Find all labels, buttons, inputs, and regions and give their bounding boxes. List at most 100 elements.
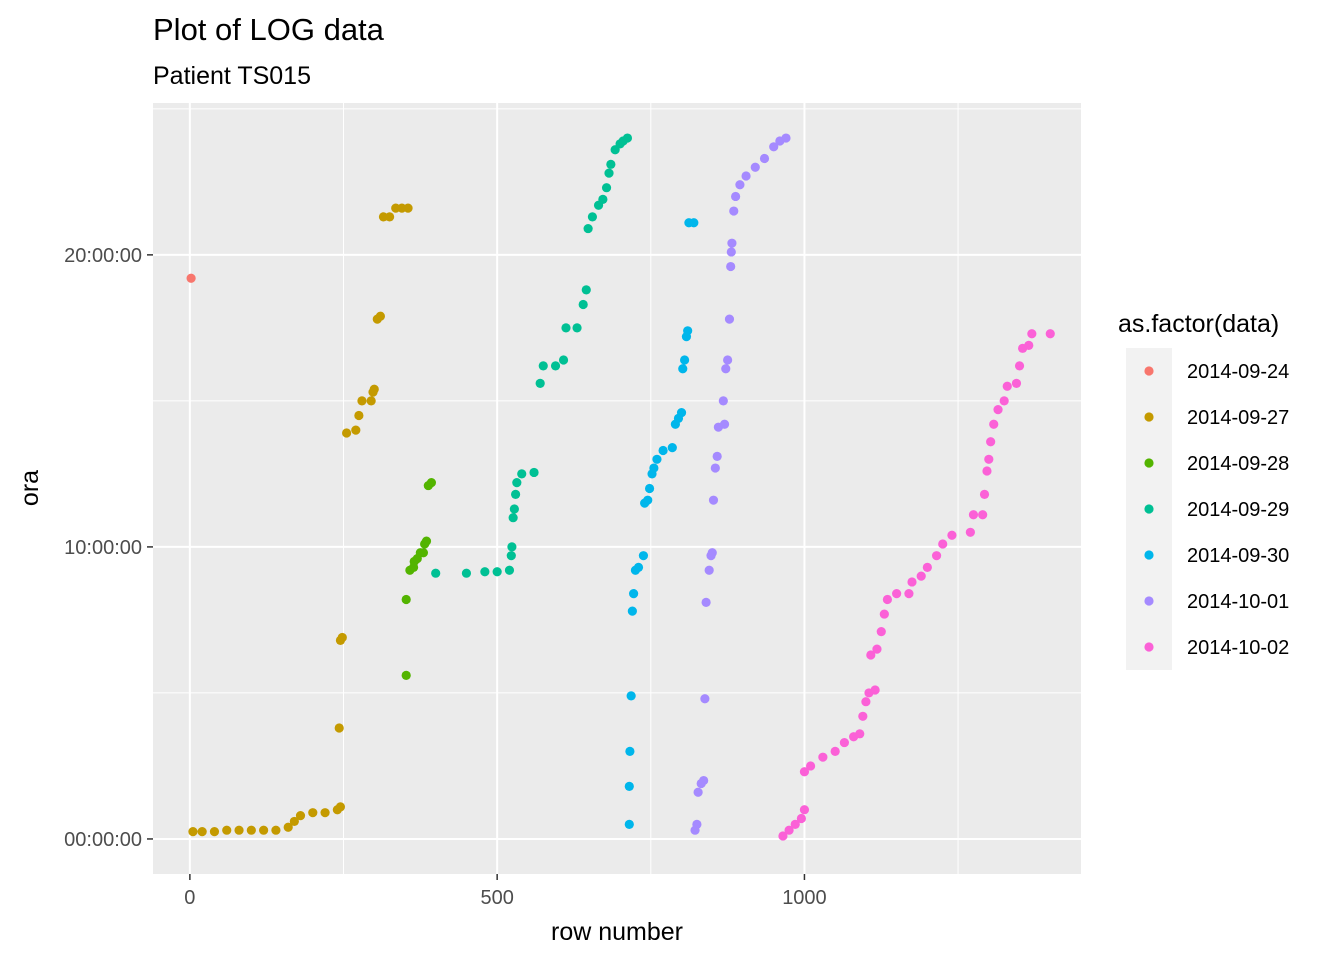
data-point (334, 723, 344, 733)
data-point (644, 483, 655, 494)
data-point (535, 378, 545, 388)
x-tick-label: 0 (184, 887, 195, 909)
data-point (335, 802, 346, 812)
data-point (461, 568, 472, 578)
data-point (604, 168, 614, 178)
data-point (480, 567, 490, 577)
data-point (246, 825, 256, 835)
data-point (271, 825, 281, 835)
data-point (1014, 361, 1025, 371)
data-point (876, 627, 886, 637)
data-point (510, 489, 521, 499)
data-point (320, 808, 330, 818)
data-point (507, 542, 517, 552)
data-point (986, 437, 996, 447)
data-point (693, 787, 703, 797)
data-point (259, 825, 269, 835)
y-axis-title: ora (16, 470, 44, 506)
data-point (578, 299, 588, 310)
data-point (676, 407, 687, 418)
data-point (718, 396, 728, 406)
data-point (188, 827, 198, 837)
chart-title: Plot of LOG data (153, 12, 385, 47)
data-point (369, 384, 379, 394)
data-point (625, 746, 635, 756)
data-point (1045, 329, 1055, 339)
legend-key (1144, 366, 1154, 376)
data-point (622, 133, 633, 143)
data-point (726, 261, 736, 272)
data-point (529, 467, 539, 478)
data-point (351, 425, 361, 435)
data-point (508, 513, 518, 523)
data-point (601, 183, 612, 193)
legend-title: as.factor(data) (1118, 310, 1279, 338)
data-point (701, 597, 711, 607)
data-point (234, 825, 244, 835)
data-point (538, 361, 548, 371)
data-point (861, 697, 871, 707)
data-point (598, 194, 608, 204)
data-point (375, 311, 385, 321)
data-point (724, 314, 735, 324)
data-point (583, 223, 593, 234)
data-point (354, 410, 364, 421)
data-point (401, 594, 411, 605)
data-point (1024, 340, 1034, 350)
data-point (308, 808, 318, 818)
data-point (984, 454, 994, 464)
data-point (401, 670, 411, 681)
data-point (805, 761, 816, 771)
data-point (606, 159, 616, 169)
data-point (357, 396, 367, 406)
data-point (778, 831, 788, 841)
data-point (418, 548, 429, 558)
data-point (624, 819, 634, 829)
data-point (759, 153, 770, 164)
data-point (741, 171, 751, 181)
data-point (572, 323, 582, 333)
data-point (504, 565, 515, 575)
data-point (723, 355, 733, 365)
data-point (627, 606, 637, 616)
data-point (426, 478, 436, 488)
data-point (799, 805, 810, 815)
y-tick-label: 20:00:00 (64, 245, 142, 267)
data-point (628, 589, 639, 599)
data-point (947, 530, 957, 540)
data-point (558, 355, 569, 365)
data-point (683, 326, 693, 336)
axis-layer: 0 500 1000 00:00:00 10:00:00 20:00:00 (64, 245, 827, 909)
legend-key (1144, 504, 1154, 514)
data-point (680, 355, 690, 365)
x-tick-label: 1000 (782, 887, 827, 909)
legend-label: 2014-09-24 (1187, 361, 1289, 383)
data-point (830, 746, 840, 756)
data-point (667, 443, 677, 453)
data-point (799, 767, 810, 777)
legend-items: 2014-09-24 2014-09-27 2014-09-28 2014-09-29… (1126, 348, 1289, 670)
data-point (341, 428, 352, 438)
data-point (509, 504, 519, 514)
legend-label: 2014-09-30 (1187, 545, 1289, 567)
data-point (643, 495, 653, 505)
data-point (283, 822, 293, 832)
data-point (989, 419, 999, 429)
data-point (721, 364, 731, 374)
data-point (712, 451, 722, 461)
data-point (587, 212, 598, 222)
data-point (295, 810, 306, 821)
data-point (638, 551, 649, 561)
data-point (337, 632, 347, 643)
data-point (750, 162, 760, 172)
data-point (719, 419, 730, 429)
legend-key (1144, 642, 1154, 652)
data-point (729, 206, 739, 216)
data-point (700, 694, 710, 704)
data-point (781, 133, 791, 143)
data-point (561, 323, 571, 333)
chart-subtitle: Patient TS015 (153, 62, 311, 90)
legend-label: 2014-09-28 (1187, 453, 1289, 475)
data-point (818, 752, 828, 762)
